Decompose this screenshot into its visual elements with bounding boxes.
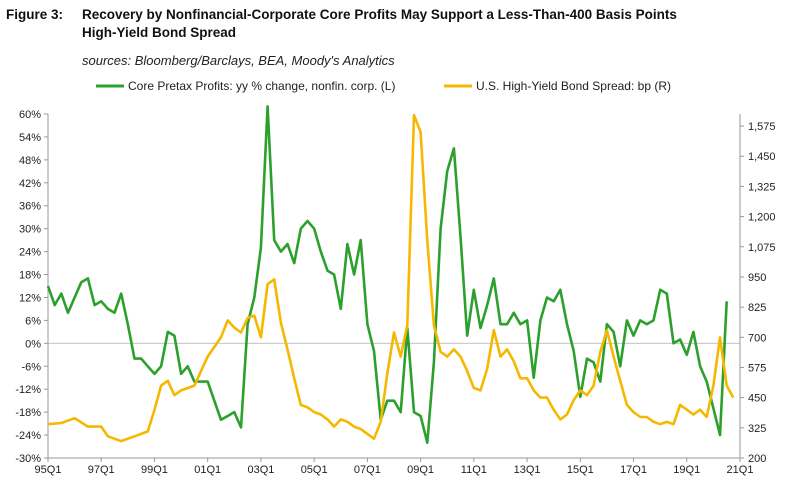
legend-label-spread: U.S. High-Yield Bond Spread: bp (R) <box>476 79 671 93</box>
right-tick-label: 200 <box>748 453 766 465</box>
left-tick-label: 6% <box>25 315 41 327</box>
right-tick-label: 1,200 <box>748 212 776 224</box>
x-tick-label: 19Q1 <box>673 464 700 476</box>
x-tick-label: 17Q1 <box>620 464 647 476</box>
left-axis-ticks: -30% -24% -18% -12% -6% 0% 6% 12% 18% 24% 30% 36% 42… <box>15 109 48 465</box>
series-lines <box>46 105 735 444</box>
left-tick-label: 0% <box>25 338 41 350</box>
x-tick-label: 03Q1 <box>247 464 274 476</box>
axes <box>47 114 741 459</box>
x-tick-label: 99Q1 <box>141 464 168 476</box>
x-tick-label: 11Q1 <box>461 464 487 476</box>
left-tick-label: 24% <box>19 247 41 259</box>
left-tick-label: 48% <box>19 155 41 167</box>
spread-series-line <box>47 113 735 443</box>
left-tick-label: 54% <box>19 132 41 144</box>
right-tick-label: 1,450 <box>748 151 776 163</box>
right-tick-label: 325 <box>748 423 766 435</box>
chart-sources: sources: Bloomberg/Barclays, BEA, Moody'… <box>82 53 395 68</box>
x-tick-label: 09Q1 <box>407 464 434 476</box>
left-tick-label: 36% <box>19 201 41 213</box>
right-tick-label: 450 <box>748 393 766 405</box>
left-tick-label: 60% <box>19 109 41 121</box>
right-tick-label: 700 <box>748 332 766 344</box>
left-tick-label: -6% <box>21 361 41 373</box>
left-tick-label: 42% <box>19 178 41 190</box>
right-tick-label: 1,075 <box>748 242 776 254</box>
x-tick-label: 21Q1 <box>727 464 754 476</box>
figure-label: Figure 3: <box>6 7 64 22</box>
left-tick-label: 12% <box>19 292 41 304</box>
x-axis-ticks: 95Q1 97Q1 99Q1 01Q1 03Q1 05Q1 07Q1 09Q1 11Q1 13Q1… <box>35 458 754 476</box>
right-tick-label: 575 <box>748 362 766 374</box>
left-tick-label: -18% <box>15 407 41 419</box>
legend: Core Pretax Profits: yy % change, nonfin… <box>96 79 671 93</box>
right-tick-label: 825 <box>748 302 766 314</box>
profits-series-line <box>46 105 728 444</box>
x-tick-label: 95Q1 <box>35 464 62 476</box>
x-tick-label: 01Q1 <box>194 464 221 476</box>
x-tick-label: 97Q1 <box>88 464 115 476</box>
chart-title: Figure 3: Recovery by Nonfinancial-Corpor… <box>6 6 766 42</box>
left-tick-label: 18% <box>19 270 41 282</box>
legend-label-profits: Core Pretax Profits: yy % change, nonfin… <box>128 79 395 93</box>
x-tick-label: 13Q1 <box>514 464 541 476</box>
right-tick-label: 1,325 <box>748 181 776 193</box>
right-tick-label: 1,575 <box>748 121 776 133</box>
right-tick-label: 950 <box>748 272 766 284</box>
left-tick-label: -12% <box>15 384 41 396</box>
x-tick-label: 05Q1 <box>301 464 328 476</box>
left-tick-label: 30% <box>19 224 41 236</box>
title-line-1: Recovery by Nonfinancial-Corporate Core … <box>82 7 677 22</box>
left-tick-label: -30% <box>15 453 41 465</box>
left-tick-label: -24% <box>15 430 41 442</box>
x-tick-label: 15Q1 <box>567 464 594 476</box>
title-line-2: High-Yield Bond Spread <box>82 25 237 40</box>
right-axis-ticks: 200 325 450 575 700 825 950 1,075 1,200 1,325 1,45… <box>740 121 776 465</box>
x-tick-label: 07Q1 <box>354 464 381 476</box>
